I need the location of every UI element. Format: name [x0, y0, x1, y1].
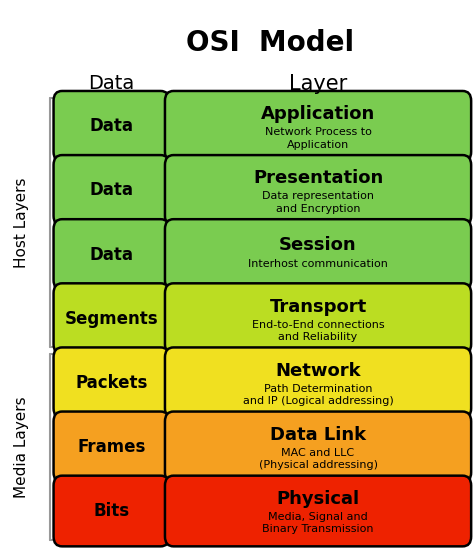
Text: Data Link: Data Link — [270, 426, 366, 444]
Text: Media Layers: Media Layers — [14, 396, 29, 498]
FancyBboxPatch shape — [54, 347, 169, 418]
Text: Interhost communication: Interhost communication — [248, 259, 388, 270]
Text: Bits: Bits — [93, 502, 129, 520]
FancyBboxPatch shape — [165, 91, 471, 162]
Text: Application: Application — [261, 105, 375, 123]
Text: Data: Data — [88, 75, 135, 93]
FancyBboxPatch shape — [165, 155, 471, 226]
FancyBboxPatch shape — [54, 155, 169, 226]
Text: Packets: Packets — [75, 374, 147, 392]
FancyBboxPatch shape — [165, 476, 471, 546]
Text: Data: Data — [90, 246, 133, 264]
Text: Segments: Segments — [64, 310, 158, 328]
Text: Host Layers: Host Layers — [14, 177, 29, 268]
Text: Physical: Physical — [276, 490, 360, 508]
Text: Path Determination
and IP (Logical addressing): Path Determination and IP (Logical addre… — [243, 384, 393, 406]
FancyBboxPatch shape — [54, 219, 169, 290]
FancyBboxPatch shape — [54, 412, 169, 482]
Text: Layer: Layer — [289, 74, 347, 94]
Text: Network Process to
Application: Network Process to Application — [264, 127, 372, 150]
FancyBboxPatch shape — [165, 347, 471, 418]
FancyBboxPatch shape — [54, 91, 169, 162]
FancyBboxPatch shape — [165, 283, 471, 354]
FancyBboxPatch shape — [54, 283, 169, 354]
Text: Data representation
and Encryption: Data representation and Encryption — [262, 191, 374, 214]
Text: Data: Data — [90, 117, 133, 135]
FancyBboxPatch shape — [165, 219, 471, 290]
Text: Network: Network — [275, 362, 361, 380]
FancyBboxPatch shape — [54, 476, 169, 546]
Text: Presentation: Presentation — [253, 169, 383, 187]
Text: Media, Signal and
Binary Transmission: Media, Signal and Binary Transmission — [262, 512, 374, 534]
FancyBboxPatch shape — [165, 412, 471, 482]
Text: OSI  Model: OSI Model — [186, 28, 354, 57]
Text: Session: Session — [279, 236, 357, 254]
Text: Frames: Frames — [77, 438, 146, 456]
Text: Transport: Transport — [269, 298, 367, 316]
Text: Data: Data — [90, 181, 133, 199]
Text: End-to-End connections
and Reliability: End-to-End connections and Reliability — [252, 319, 384, 342]
Text: MAC and LLC
(Physical addressing): MAC and LLC (Physical addressing) — [258, 448, 378, 470]
